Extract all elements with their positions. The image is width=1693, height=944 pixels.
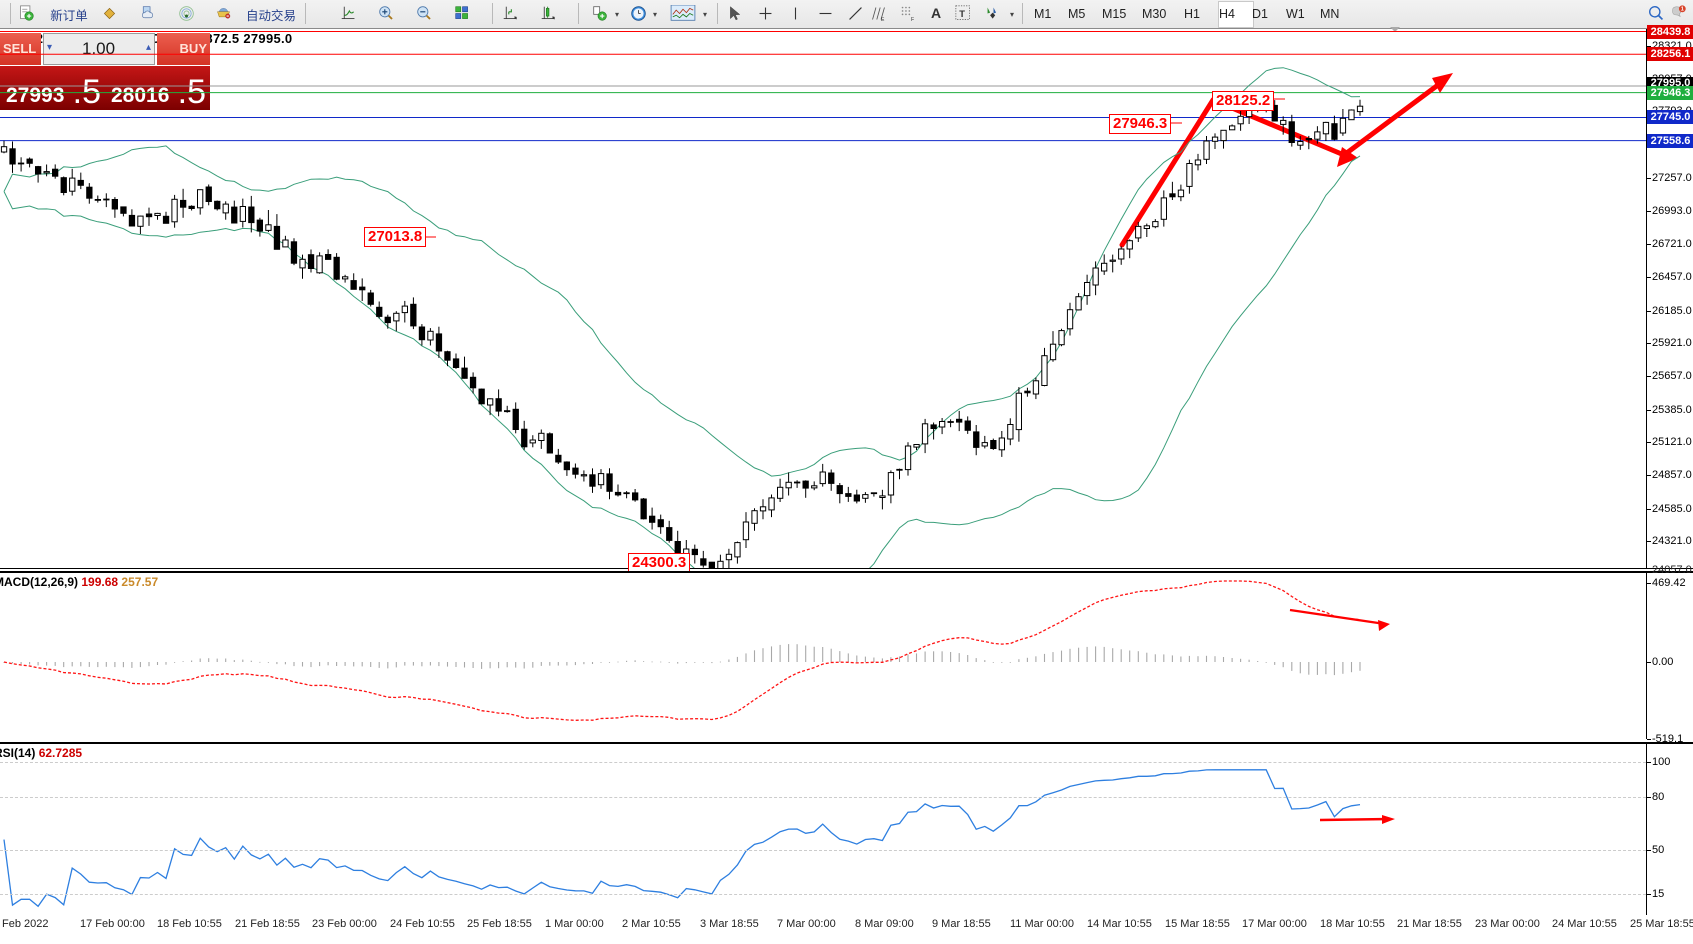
- svg-text:E: E: [881, 17, 885, 22]
- svg-text:1: 1: [1681, 6, 1684, 12]
- svg-text:F: F: [911, 17, 914, 22]
- svg-text:T: T: [959, 9, 965, 19]
